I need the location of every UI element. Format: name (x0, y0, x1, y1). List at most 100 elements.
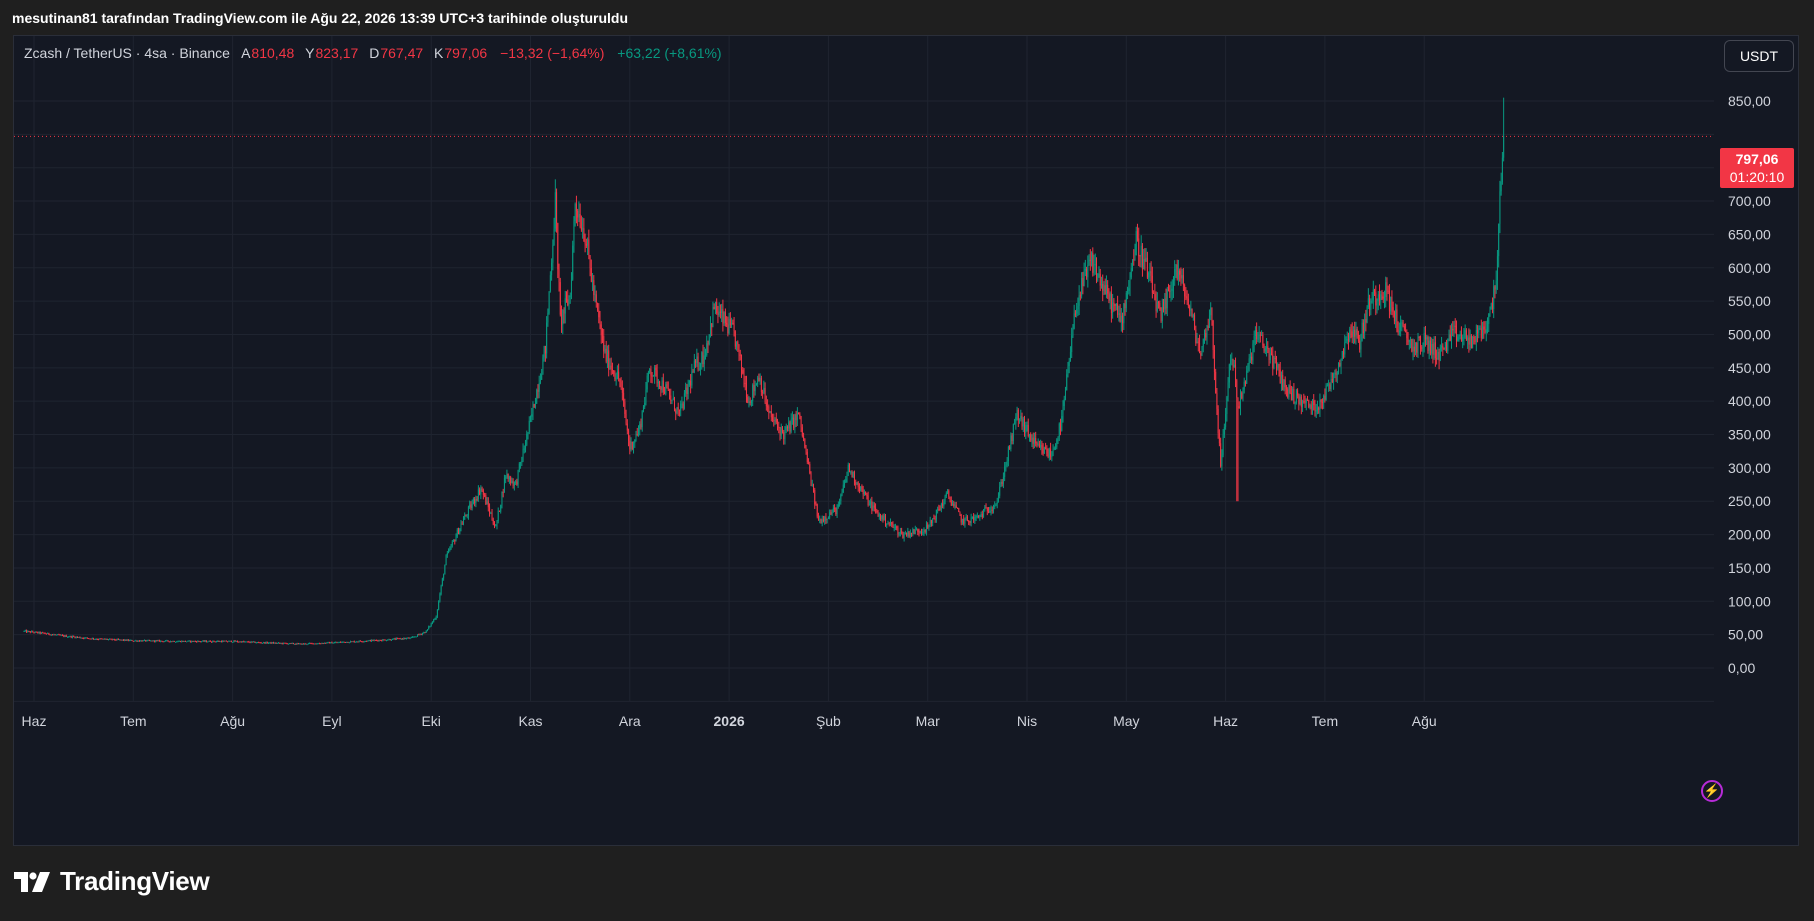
candle-body (219, 641, 221, 643)
candle-body (647, 372, 649, 376)
flash-icon[interactable]: ⚡ (1701, 780, 1723, 802)
candle-body (585, 243, 587, 246)
candle-body (318, 643, 320, 645)
candle-body (285, 643, 287, 645)
candle-body (1396, 309, 1398, 330)
candle-body (789, 422, 791, 432)
candle-body (584, 241, 586, 244)
candle-body (593, 280, 595, 295)
candle-body (1045, 447, 1047, 449)
candle-body (986, 508, 988, 512)
candle-body (1143, 258, 1145, 270)
candle-body (1141, 245, 1143, 270)
candle-body (1177, 270, 1179, 280)
candle-body (827, 517, 829, 519)
candlestick-chart[interactable]: 0,00 50,00 100,00 150,00 200,00 250,00 300,00 3… (14, 36, 1798, 845)
y-tick-label: 450,00 (1728, 360, 1771, 376)
candle-body (233, 640, 235, 642)
candle-body (513, 481, 515, 486)
candle-body (166, 640, 168, 642)
candle-body (282, 642, 284, 644)
candle-body (630, 441, 632, 450)
candle-body (101, 638, 103, 640)
candle-body (328, 642, 330, 644)
candle-body (680, 403, 682, 411)
candle-body (1208, 315, 1210, 328)
candle-body (1431, 343, 1433, 354)
candle-body (1099, 273, 1101, 286)
candle-body (1108, 293, 1110, 301)
candle-body (337, 642, 339, 644)
candle-body (1022, 418, 1024, 427)
candle-body (312, 643, 314, 645)
candle-body (53, 634, 55, 636)
candle-body (63, 635, 65, 637)
candle-body (1124, 303, 1126, 309)
candle-body (999, 486, 1001, 496)
candle-body (799, 414, 801, 417)
chart-panel[interactable]: 0,00 50,00 100,00 150,00 200,00 250,00 300,00 3… (13, 35, 1799, 846)
candle-body (939, 509, 941, 511)
candle-body (813, 484, 815, 490)
candle-body (306, 644, 308, 646)
candle-body (1289, 385, 1291, 393)
candle-body (462, 519, 464, 525)
candle-body (29, 631, 31, 633)
candle-body (238, 641, 240, 643)
candle-body (1343, 350, 1345, 355)
symbol-title[interactable]: Zcash / TetherUS · 4sa · Binance (24, 45, 230, 61)
candle-body (794, 414, 796, 428)
candle-body (1295, 390, 1297, 403)
candle-body (386, 640, 388, 642)
candle-body (1325, 385, 1327, 400)
candle-body (1033, 437, 1035, 444)
candle-body (78, 637, 80, 639)
candle-body (187, 640, 189, 642)
candle-body (203, 640, 205, 642)
candle-body (594, 294, 596, 296)
candle-body (1027, 424, 1029, 436)
candle-body (474, 499, 476, 503)
candle-body (849, 464, 851, 472)
candle-body (426, 629, 428, 631)
candle-body (124, 639, 126, 641)
candle-body (842, 484, 844, 493)
candle-body (402, 638, 404, 640)
candle-body (198, 640, 200, 642)
candle-body (805, 447, 807, 452)
candle-body (1484, 329, 1486, 333)
candle-body (1133, 259, 1135, 261)
candle-body (785, 426, 787, 431)
candle-body (316, 643, 318, 645)
candle-body (143, 640, 145, 642)
candle-body (289, 642, 291, 644)
candle-body (299, 643, 301, 645)
candle-body (670, 395, 672, 401)
candle-body (1129, 277, 1131, 289)
candle-body (58, 634, 60, 636)
candle-body (34, 631, 36, 633)
candle-body (1107, 284, 1109, 294)
candle-body (1383, 296, 1385, 299)
candle-body (290, 642, 292, 644)
currency-button[interactable]: USDT (1724, 40, 1794, 72)
candle-body (580, 227, 582, 230)
candle-body (875, 507, 877, 511)
candle-body (382, 639, 384, 641)
candle-body (1433, 342, 1435, 355)
tradingview-brand[interactable]: TradingView (14, 866, 210, 897)
candle-body (145, 640, 147, 642)
candle-body (197, 640, 199, 643)
candle-body (942, 503, 944, 506)
candle-body (472, 499, 474, 504)
candle-body (700, 364, 702, 369)
candle-body (43, 632, 45, 634)
candle-body (809, 464, 811, 473)
tradingview-logo-icon (14, 871, 50, 892)
candle-body (1118, 313, 1120, 315)
candle-body (264, 642, 266, 644)
candle-body (759, 378, 761, 382)
candle-body (429, 626, 431, 628)
candle-body (1244, 381, 1246, 384)
candle-body (752, 385, 754, 402)
